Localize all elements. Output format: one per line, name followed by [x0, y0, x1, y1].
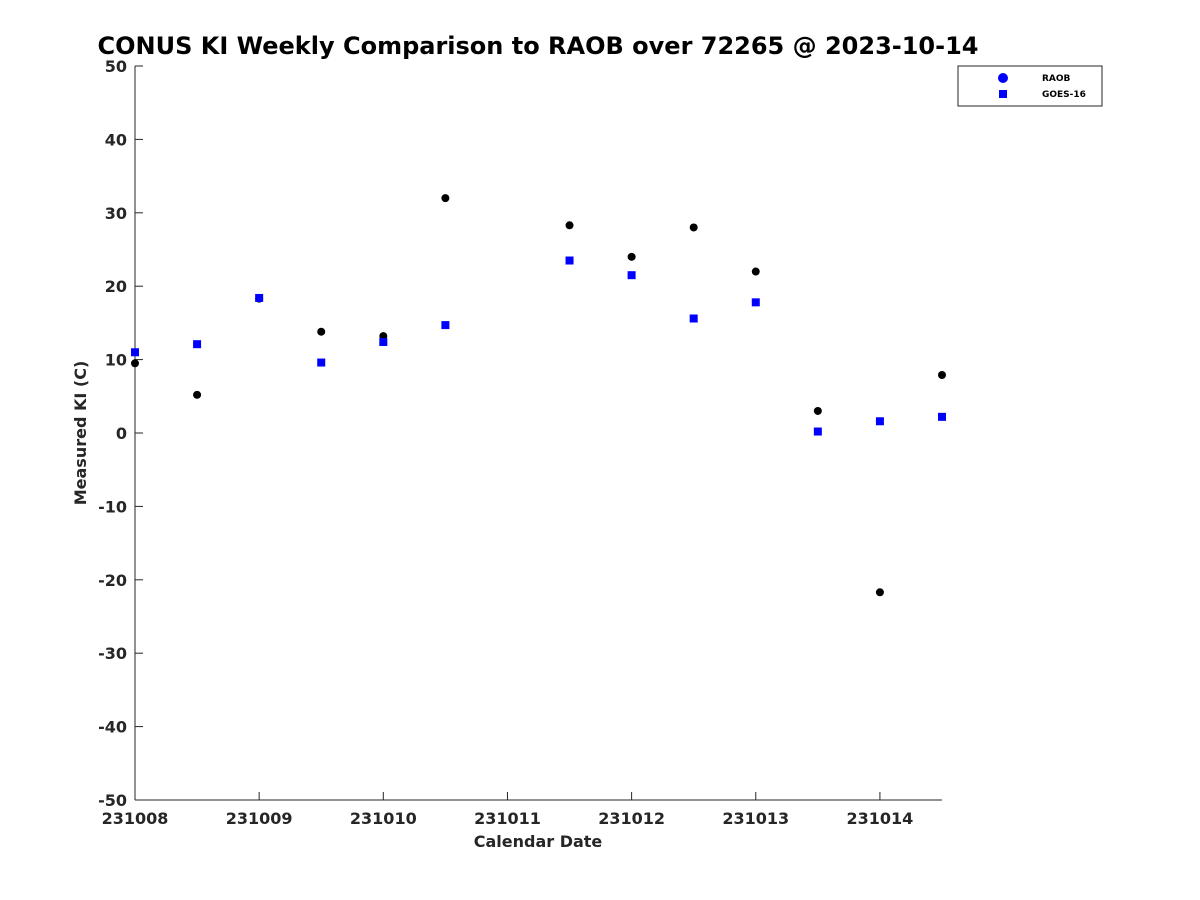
- y-ticks: 50 40 30 20 10 0 -10 -20 -30 -40 -50: [98, 57, 143, 810]
- y-tick-label: 10: [105, 351, 127, 370]
- goes16-point: [689, 314, 698, 323]
- raob-point: [875, 588, 884, 597]
- y-tick-label: -40: [98, 718, 127, 737]
- x-axis-label: Calendar Date: [474, 832, 603, 851]
- goes16-point: [317, 358, 326, 367]
- raob-point: [813, 406, 822, 415]
- goes16-point: [193, 340, 202, 349]
- legend-label: GOES-16: [1042, 90, 1086, 100]
- goes16-point: [131, 348, 139, 357]
- series-raob: [131, 194, 946, 597]
- y-tick-label: 50: [105, 57, 127, 76]
- y-tick-label: 40: [105, 130, 127, 149]
- legend-marker-raob: [998, 73, 1008, 83]
- y-tick-label: 20: [105, 277, 127, 296]
- x-tick-label: 231010: [350, 809, 417, 828]
- legend-label: RAOB: [1042, 74, 1071, 84]
- x-tick-label: 231008: [102, 809, 169, 828]
- goes16-point: [875, 417, 884, 426]
- goes16-point: [751, 298, 760, 307]
- legend-marker-goes16: [999, 90, 1007, 98]
- goes16-point: [938, 412, 946, 421]
- x-tick-label: 231009: [226, 809, 293, 828]
- raob-point: [689, 223, 698, 232]
- raob-point: [627, 252, 636, 261]
- series-goes-16: [131, 256, 946, 436]
- x-tick-label: 231014: [847, 809, 914, 828]
- raob-point: [193, 390, 202, 399]
- y-tick-label: -50: [98, 791, 127, 810]
- data-points: [131, 194, 946, 597]
- goes16-point: [627, 271, 636, 280]
- chart-title: CONUS KI Weekly Comparison to RAOB over …: [98, 32, 979, 60]
- y-tick-label: -30: [98, 644, 127, 663]
- x-tick-label: 231011: [474, 809, 541, 828]
- legend: RAOB GOES-16: [957, 65, 1103, 107]
- y-axis-label: Measured KI (C): [71, 361, 90, 506]
- y-tick-label: -20: [98, 571, 127, 590]
- raob-point: [131, 359, 139, 368]
- legend-box: [957, 65, 1103, 107]
- y-tick-label: -10: [98, 497, 127, 516]
- raob-point: [565, 221, 574, 230]
- legend-items: RAOB GOES-16: [998, 73, 1086, 100]
- x-tick-label: 231013: [722, 809, 789, 828]
- goes16-point: [813, 427, 822, 436]
- y-tick-label: 0: [116, 424, 127, 443]
- raob-point: [317, 327, 326, 336]
- goes16-point: [565, 256, 574, 265]
- x-ticks: 231008 231009 231010 231011 231012 231013 2310…: [102, 792, 914, 828]
- goes16-point: [379, 337, 388, 346]
- x-tick-label: 231012: [598, 809, 665, 828]
- y-tick-label: 30: [105, 204, 127, 223]
- raob-point: [441, 194, 450, 203]
- goes16-point: [255, 293, 264, 302]
- goes16-point: [441, 321, 450, 330]
- raob-point: [751, 267, 760, 276]
- raob-point: [938, 371, 946, 380]
